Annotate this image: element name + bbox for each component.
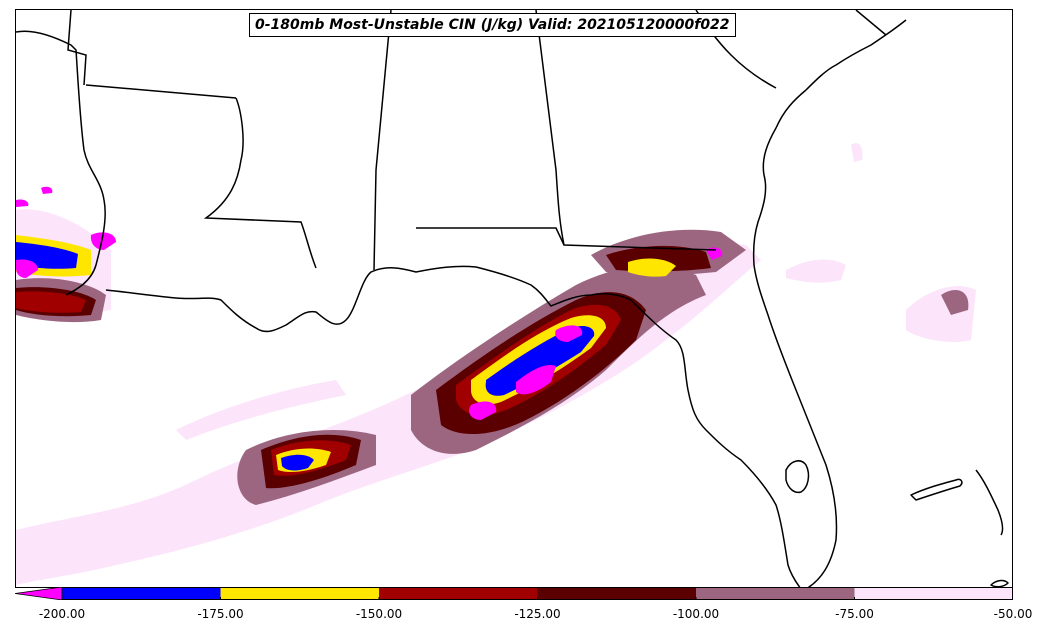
cin-band-light [851, 143, 863, 162]
border-al-fl [416, 227, 717, 251]
border-ms-al [373, 10, 392, 271]
cin-band-blue [485, 325, 595, 396]
coastline-west [16, 30, 106, 296]
colorbar-bin [62, 587, 221, 600]
border-tx-la [67, 10, 87, 86]
lake-okeechobee [785, 460, 810, 494]
island-bahamas [910, 478, 963, 501]
colorbar-tick-label: -150.00 [355, 607, 403, 621]
colorbar-bin [854, 587, 1013, 600]
colorbar [15, 587, 1013, 600]
colorbar-tick-label: -75.00 [835, 607, 874, 621]
map-canvas [16, 10, 1009, 587]
map-panel [15, 9, 1013, 588]
colorbar-tick-label: -175.00 [197, 607, 244, 621]
cin-band-yellow [628, 258, 676, 277]
coastline-florida [630, 299, 801, 587]
island-bahamas [990, 579, 1009, 587]
colorbar-under-triangle [15, 587, 63, 600]
cin-band-blue [281, 454, 314, 471]
colorbar-tick-label: -100.00 [672, 607, 720, 621]
cin-band-light [786, 259, 846, 283]
cin-band-magenta [469, 401, 497, 420]
cin-band-mauve [941, 290, 969, 315]
state-borders [67, 10, 887, 271]
coastline-florida-east [752, 89, 838, 587]
coastline-gulf-north [105, 265, 632, 333]
geo-boundaries [16, 10, 1009, 587]
cin-band-magenta [90, 232, 116, 250]
colorbar-tick-label: -50.00 [993, 607, 1033, 621]
cin-band-magenta [16, 259, 38, 278]
cin-band-magenta [555, 325, 583, 342]
cin-band-magenta [41, 186, 53, 194]
coastline-atlantic [805, 19, 907, 91]
colorbar-bin [537, 587, 696, 600]
cin-band-light [906, 286, 976, 342]
cin-band-magenta [516, 364, 556, 395]
border-ga-sc [855, 10, 887, 36]
colorbar-bin [379, 587, 538, 600]
colorbar-tick-label: -125.00 [514, 607, 561, 621]
border-la-ms [203, 97, 317, 269]
cin-shading [16, 143, 976, 585]
border-ar-la [85, 84, 237, 99]
cin-band-red [16, 291, 86, 313]
colorbar-bin [220, 587, 379, 600]
border-al-ga [535, 10, 565, 246]
cin-band-magenta [16, 199, 29, 207]
map-title: 0-180mb Most-Unstable CIN (J/kg) Valid: … [249, 13, 736, 37]
cin-band-light [176, 380, 346, 440]
island-bahamas [975, 469, 1004, 536]
cin-band-magenta [706, 247, 723, 260]
colorbar-bin [696, 587, 855, 600]
colorbar-tick-label: -200.00 [38, 607, 86, 621]
